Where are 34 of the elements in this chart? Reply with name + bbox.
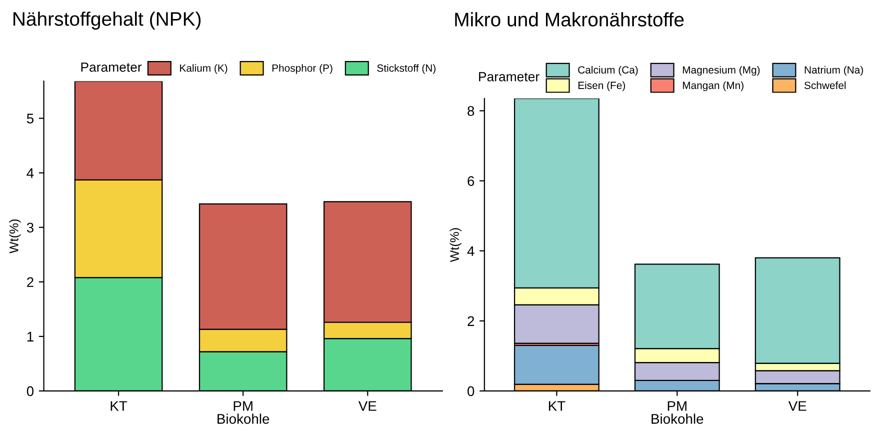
legend-title: Parameter	[479, 72, 540, 82]
legend-label: Stickstoff (N)	[377, 64, 436, 74]
y-tick-label: 0	[26, 386, 34, 396]
y-tick-label: 3	[26, 222, 34, 233]
legend-label: Mangan (Mn)	[682, 81, 744, 92]
y-tick-label: 8	[468, 106, 474, 116]
y-axis-title: Wt(%)	[450, 228, 462, 262]
y-tick-label: 4	[26, 168, 34, 178]
y-tick-label: 6	[468, 176, 474, 186]
legend-label: Magnesium (Mg)	[682, 66, 760, 76]
y-tick-label: 0	[468, 386, 474, 396]
chart-title: Mikro und Makronährstoffe	[455, 12, 684, 26]
x-tick-label: KT	[548, 401, 566, 411]
y-axis-title: Wt(%)	[9, 220, 21, 254]
x-tick-label: KT	[110, 401, 128, 411]
x-tick-label: VE	[358, 401, 376, 411]
x-tick-label: PM	[234, 401, 252, 411]
y-tick-label: 4	[467, 246, 474, 256]
legend-label: Calcium (Ca)	[578, 66, 638, 76]
y-tick-label: 5	[26, 114, 34, 124]
x-tick-label: VE	[788, 401, 806, 411]
x-axis-title: Biokohle	[218, 414, 270, 424]
legend-label: Phosphor (P)	[272, 64, 332, 74]
x-axis-title: Biokohle	[652, 414, 704, 424]
legend-label: Eisen (Fe)	[578, 81, 625, 92]
x-tick-label: PM	[668, 401, 686, 411]
y-tick-label: 1	[27, 332, 34, 342]
legend-label: Natrium (Na)	[804, 66, 863, 76]
legend-label: Schwefel	[804, 81, 846, 90]
legend-label: Kalium (K)	[180, 64, 228, 74]
y-tick-label: 2	[27, 277, 34, 287]
y-tick-label: 2	[468, 316, 474, 326]
legend-title: Parameter	[81, 62, 142, 72]
chart-title: Nährstoffgehalt (NPK)	[14, 12, 201, 30]
